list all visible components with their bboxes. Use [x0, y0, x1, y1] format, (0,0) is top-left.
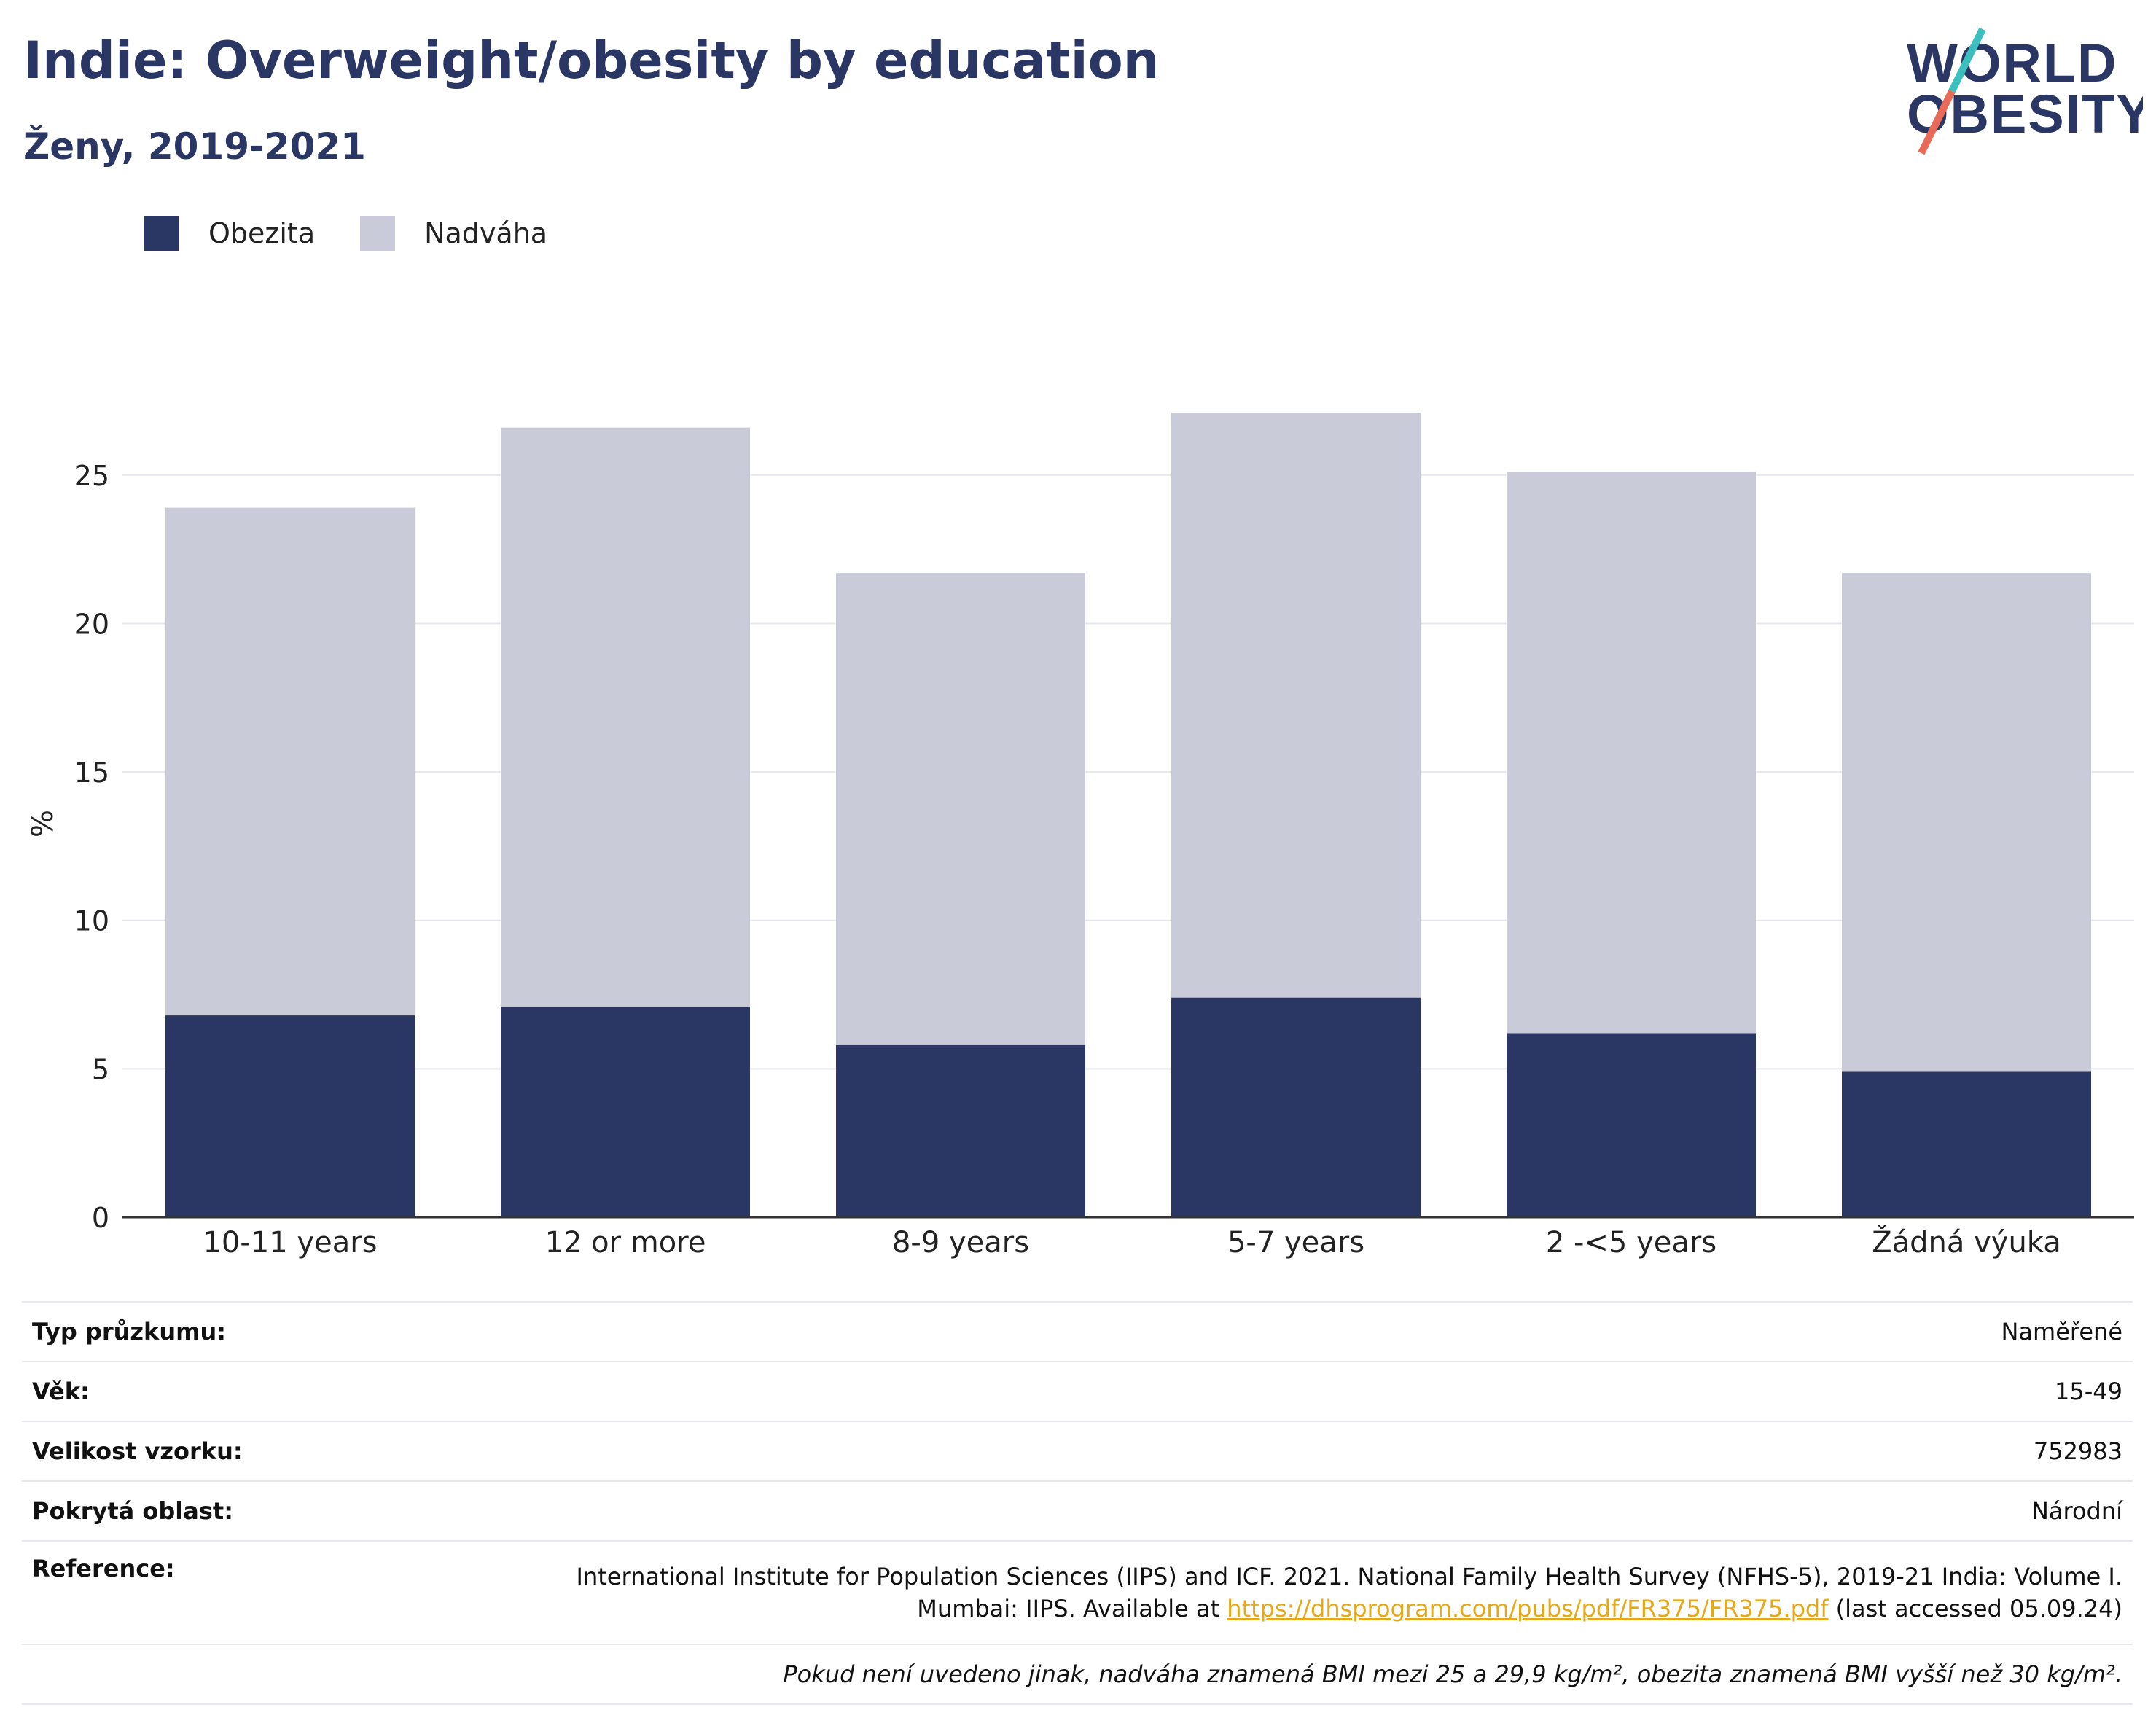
info-label: Pokrytá oblast: — [22, 1480, 552, 1541]
info-label: Typ průzkumu: — [22, 1301, 552, 1362]
info-value: 752983 — [552, 1421, 2133, 1481]
info-row-survey-type: Typ průzkumu: Naměřené — [22, 1301, 2133, 1362]
bar-nadvaha — [1171, 413, 1421, 998]
y-axis-label: % — [26, 810, 60, 837]
bar-nadvaha — [1842, 573, 2091, 1072]
info-label: Věk: — [22, 1361, 552, 1421]
bar-nadvaha — [1507, 472, 1756, 1034]
info-row-sample-size: Velikost vzorku: 752983 — [22, 1421, 2133, 1481]
reference-suffix: (last accessed 05.09.24) — [1828, 1595, 2122, 1622]
legend-item-nadvaha[interactable]: Nadváha — [360, 216, 547, 251]
reference-text: International Institute for Population S… — [552, 1540, 2133, 1644]
bar-obezita — [165, 1015, 415, 1217]
note-spacer — [22, 1644, 552, 1705]
info-value: Národní — [552, 1480, 2133, 1541]
chart-subtitle: Ženy, 2019-2021 — [23, 125, 366, 168]
info-row-coverage: Pokrytá oblast: Národní — [22, 1480, 2133, 1541]
x-tick-label: 8-9 years — [892, 1226, 1029, 1260]
survey-info-table: Typ průzkumu: Naměřené Věk: 15-49 Veliko… — [22, 1301, 2133, 1705]
reference-link[interactable]: https://dhsprogram.com/pubs/pdf/FR375/FR… — [1227, 1595, 1829, 1622]
legend-item-obezita[interactable]: Obezita — [144, 216, 315, 251]
y-tick-label: 15 — [74, 757, 109, 789]
bar-obezita — [1171, 997, 1421, 1217]
info-row-reference: Reference: International Institute for P… — [22, 1540, 2133, 1644]
info-value: Naměřené — [552, 1301, 2133, 1362]
y-tick-label: 5 — [92, 1053, 109, 1085]
info-row-note: Pokud není uvedeno jinak, nadváha znamen… — [22, 1644, 2133, 1705]
legend-swatch-nadvaha — [360, 216, 396, 251]
world-obesity-logo: WORLD OBESITY — [1907, 27, 2143, 155]
logo-text-line2: OBESITY — [1907, 84, 2143, 144]
bar-nadvaha — [165, 507, 415, 1016]
bar-obezita — [836, 1044, 1085, 1217]
x-tick-label: 10-11 years — [203, 1226, 377, 1260]
x-tick-label: 2 -<5 years — [1546, 1226, 1716, 1260]
info-label: Reference: — [22, 1540, 552, 1644]
info-value: 15-49 — [552, 1361, 2133, 1421]
chart-legend: Obezita Nadváha — [144, 216, 593, 251]
bar-nadvaha — [836, 573, 1085, 1045]
x-tick-label: 12 or more — [545, 1226, 706, 1260]
reference-line1: International Institute for Population S… — [576, 1563, 2122, 1590]
y-tick-label: 0 — [92, 1202, 109, 1234]
bar-obezita — [501, 1006, 750, 1217]
legend-label-nadvaha: Nadváha — [424, 217, 548, 249]
logo-text-line1: WORLD — [1907, 33, 2118, 93]
bar-chart: 0 5 10 15 20 25% 10-11 years 12 or more 8-9 year… — [26, 413, 2134, 1260]
x-tick-label: Žádná výuka — [1872, 1225, 2061, 1260]
y-tick-label: 10 — [74, 905, 109, 937]
logo-slash-bottom — [1918, 89, 1956, 155]
info-label: Velikost vzorku: — [22, 1421, 552, 1481]
definition-note: Pokud není uvedeno jinak, nadváha znamen… — [552, 1644, 2133, 1705]
y-tick-label: 20 — [74, 608, 109, 640]
legend-swatch-obezita — [144, 216, 179, 251]
bar-obezita — [1842, 1071, 2091, 1217]
logo-slash-top — [1948, 27, 1986, 93]
info-row-age: Věk: 15-49 — [22, 1361, 2133, 1421]
bar-obezita — [1507, 1033, 1756, 1217]
chart-title: Indie: Overweight/obesity by education — [23, 31, 1160, 90]
reference-line2: Mumbai: IIPS. Available at https://dhspr… — [563, 1593, 2122, 1625]
reference-prefix: Mumbai: IIPS. Available at — [917, 1595, 1227, 1622]
legend-label-obezita: Obezita — [208, 217, 316, 249]
x-tick-label: 5-7 years — [1227, 1226, 1364, 1260]
y-tick-label: 25 — [74, 460, 109, 492]
bar-nadvaha — [501, 427, 750, 1007]
